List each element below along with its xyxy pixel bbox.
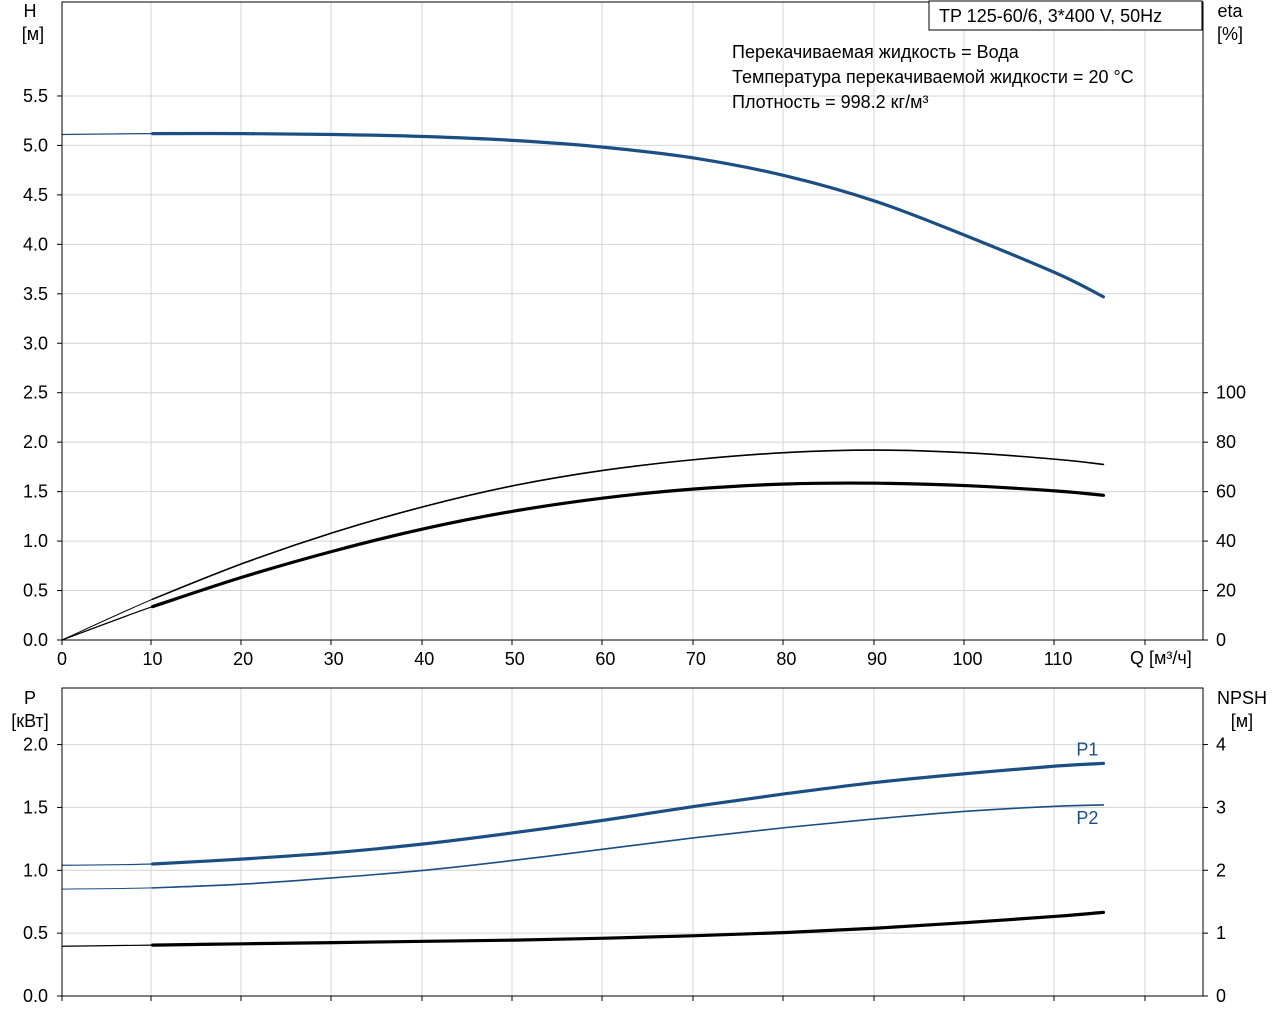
panel1-x-tick-label: 100 (953, 649, 983, 669)
panel1-x-tick-label: 40 (414, 649, 434, 669)
panel1-series-0-line (151, 131, 1105, 299)
panel2-series-0-extension (61, 762, 1105, 866)
panel2-right-tick-label: 1 (1216, 923, 1226, 943)
panel1-x-tick-label: 60 (595, 649, 615, 669)
panel1-left-axis-label: H (24, 1, 37, 21)
panel2-frame (61, 687, 1204, 997)
condition-fluid: Перекачиваемая жидкость = Вода (732, 42, 1020, 62)
panel2-series-label-p2: P2 (1076, 808, 1098, 828)
panel2-right-axis-label: [м] (1231, 711, 1253, 731)
panel2-left-axis-label: P (24, 688, 36, 708)
panel1-right-tick-label: 60 (1216, 482, 1236, 502)
panel2-left-tick-label: 1.0 (23, 860, 48, 880)
panel1-series-1-extension (61, 449, 1104, 641)
panel1-right-axis-label: eta (1217, 1, 1243, 21)
panel2-series-2-line (151, 910, 1105, 947)
panel1-left-tick-label: 4.0 (23, 234, 48, 254)
condition-temperature: Температура перекачиваемой жидкости = 20… (732, 67, 1134, 87)
panel1-x-axis-label: Q [м³/ч] (1130, 648, 1192, 668)
panel1-x-tick-label: 70 (686, 649, 706, 669)
model-legend-frame (928, 0, 1203, 31)
panel1-left-tick-label: 5.5 (23, 86, 48, 106)
panel2-left-tick-label: 0.0 (23, 986, 48, 1006)
panel2-series-1-line (151, 804, 1105, 889)
panel1-frame (61, 1, 1204, 641)
panel1-right-tick-label: 0 (1216, 630, 1226, 650)
panel2-right-axis-label: NPSH (1217, 688, 1267, 708)
panel1-right-tick-label: 80 (1216, 432, 1236, 452)
panel1-right-tick-label: 40 (1216, 531, 1236, 551)
panel2-right-tick-label: 3 (1216, 797, 1226, 817)
panel2-left-tick-label: 1.5 (23, 797, 48, 817)
model-legend-box: TP 125-60/6, 3*400 V, 50Hz (928, 0, 1203, 31)
condition-density: Плотность = 998.2 кг/м³ (732, 92, 928, 112)
panel1-left-tick-label: 5.0 (23, 135, 48, 155)
panel2-left-tick-label: 2.0 (23, 735, 48, 755)
panel1-left-axis-label: [м] (22, 24, 44, 44)
panel1-right-tick-label: 20 (1216, 581, 1236, 601)
panel1-right-tick-label: 100 (1216, 383, 1246, 403)
text-layer: 0.00.51.01.52.02.53.03.54.04.55.05.50204… (11, 1, 1267, 1006)
panel2-left-axis-label: [кВт] (11, 711, 49, 731)
panel1-x-tick-label: 20 (233, 649, 253, 669)
panel1-left-tick-label: 3.0 (23, 333, 48, 353)
panel2-right-tick-label: 0 (1216, 986, 1226, 1006)
panel2-series-label-p1: P1 (1076, 739, 1098, 759)
panel1-series-2-line (151, 481, 1105, 609)
conditions-block: Перекачиваемая жидкость = Вода Температу… (732, 42, 1134, 112)
panel1-x-tick-label: 0 (57, 649, 67, 669)
model-legend-text: TP 125-60/6, 3*400 V, 50Hz (939, 6, 1162, 26)
panel1-left-tick-label: 2.0 (23, 432, 48, 452)
panel1-left-tick-label: 4.5 (23, 185, 48, 205)
panel1-series-2-extension (61, 482, 1105, 641)
panel1-right-axis-label: [%] (1217, 24, 1243, 44)
panel1-x-tick-label: 30 (324, 649, 344, 669)
panel1-series-0-extension (61, 132, 1105, 298)
panel1-x-tick-label: 90 (867, 649, 887, 669)
panel2-series-1-extension (61, 804, 1104, 890)
panel1-x-tick-label: 80 (776, 649, 796, 669)
panel1-x-tick-label: 110 (1044, 649, 1073, 669)
panel1-x-tick-label: 10 (143, 649, 163, 669)
panel2-series-0-line (151, 761, 1105, 866)
frame-layer (57, 1, 1208, 1001)
panel1-series-1-line (151, 449, 1105, 600)
panel1-x-tick-label: 50 (505, 649, 525, 669)
panel2-series-2-extension (61, 911, 1105, 947)
panel1-left-tick-label: 0.5 (23, 581, 48, 601)
panel1-left-tick-label: 2.5 (23, 383, 48, 403)
panel1-left-tick-label: 1.0 (23, 531, 48, 551)
panel1-left-tick-label: 1.5 (23, 482, 48, 502)
panel2-right-tick-label: 4 (1216, 735, 1226, 755)
panel2-right-tick-label: 2 (1216, 860, 1226, 880)
series-layer (61, 131, 1105, 947)
panel1-left-tick-label: 3.5 (23, 284, 48, 304)
panel2-left-tick-label: 0.5 (23, 923, 48, 943)
panel1-left-tick-label: 0.0 (23, 630, 48, 650)
